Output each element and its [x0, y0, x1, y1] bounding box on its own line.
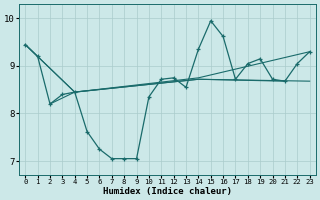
X-axis label: Humidex (Indice chaleur): Humidex (Indice chaleur) [103, 187, 232, 196]
